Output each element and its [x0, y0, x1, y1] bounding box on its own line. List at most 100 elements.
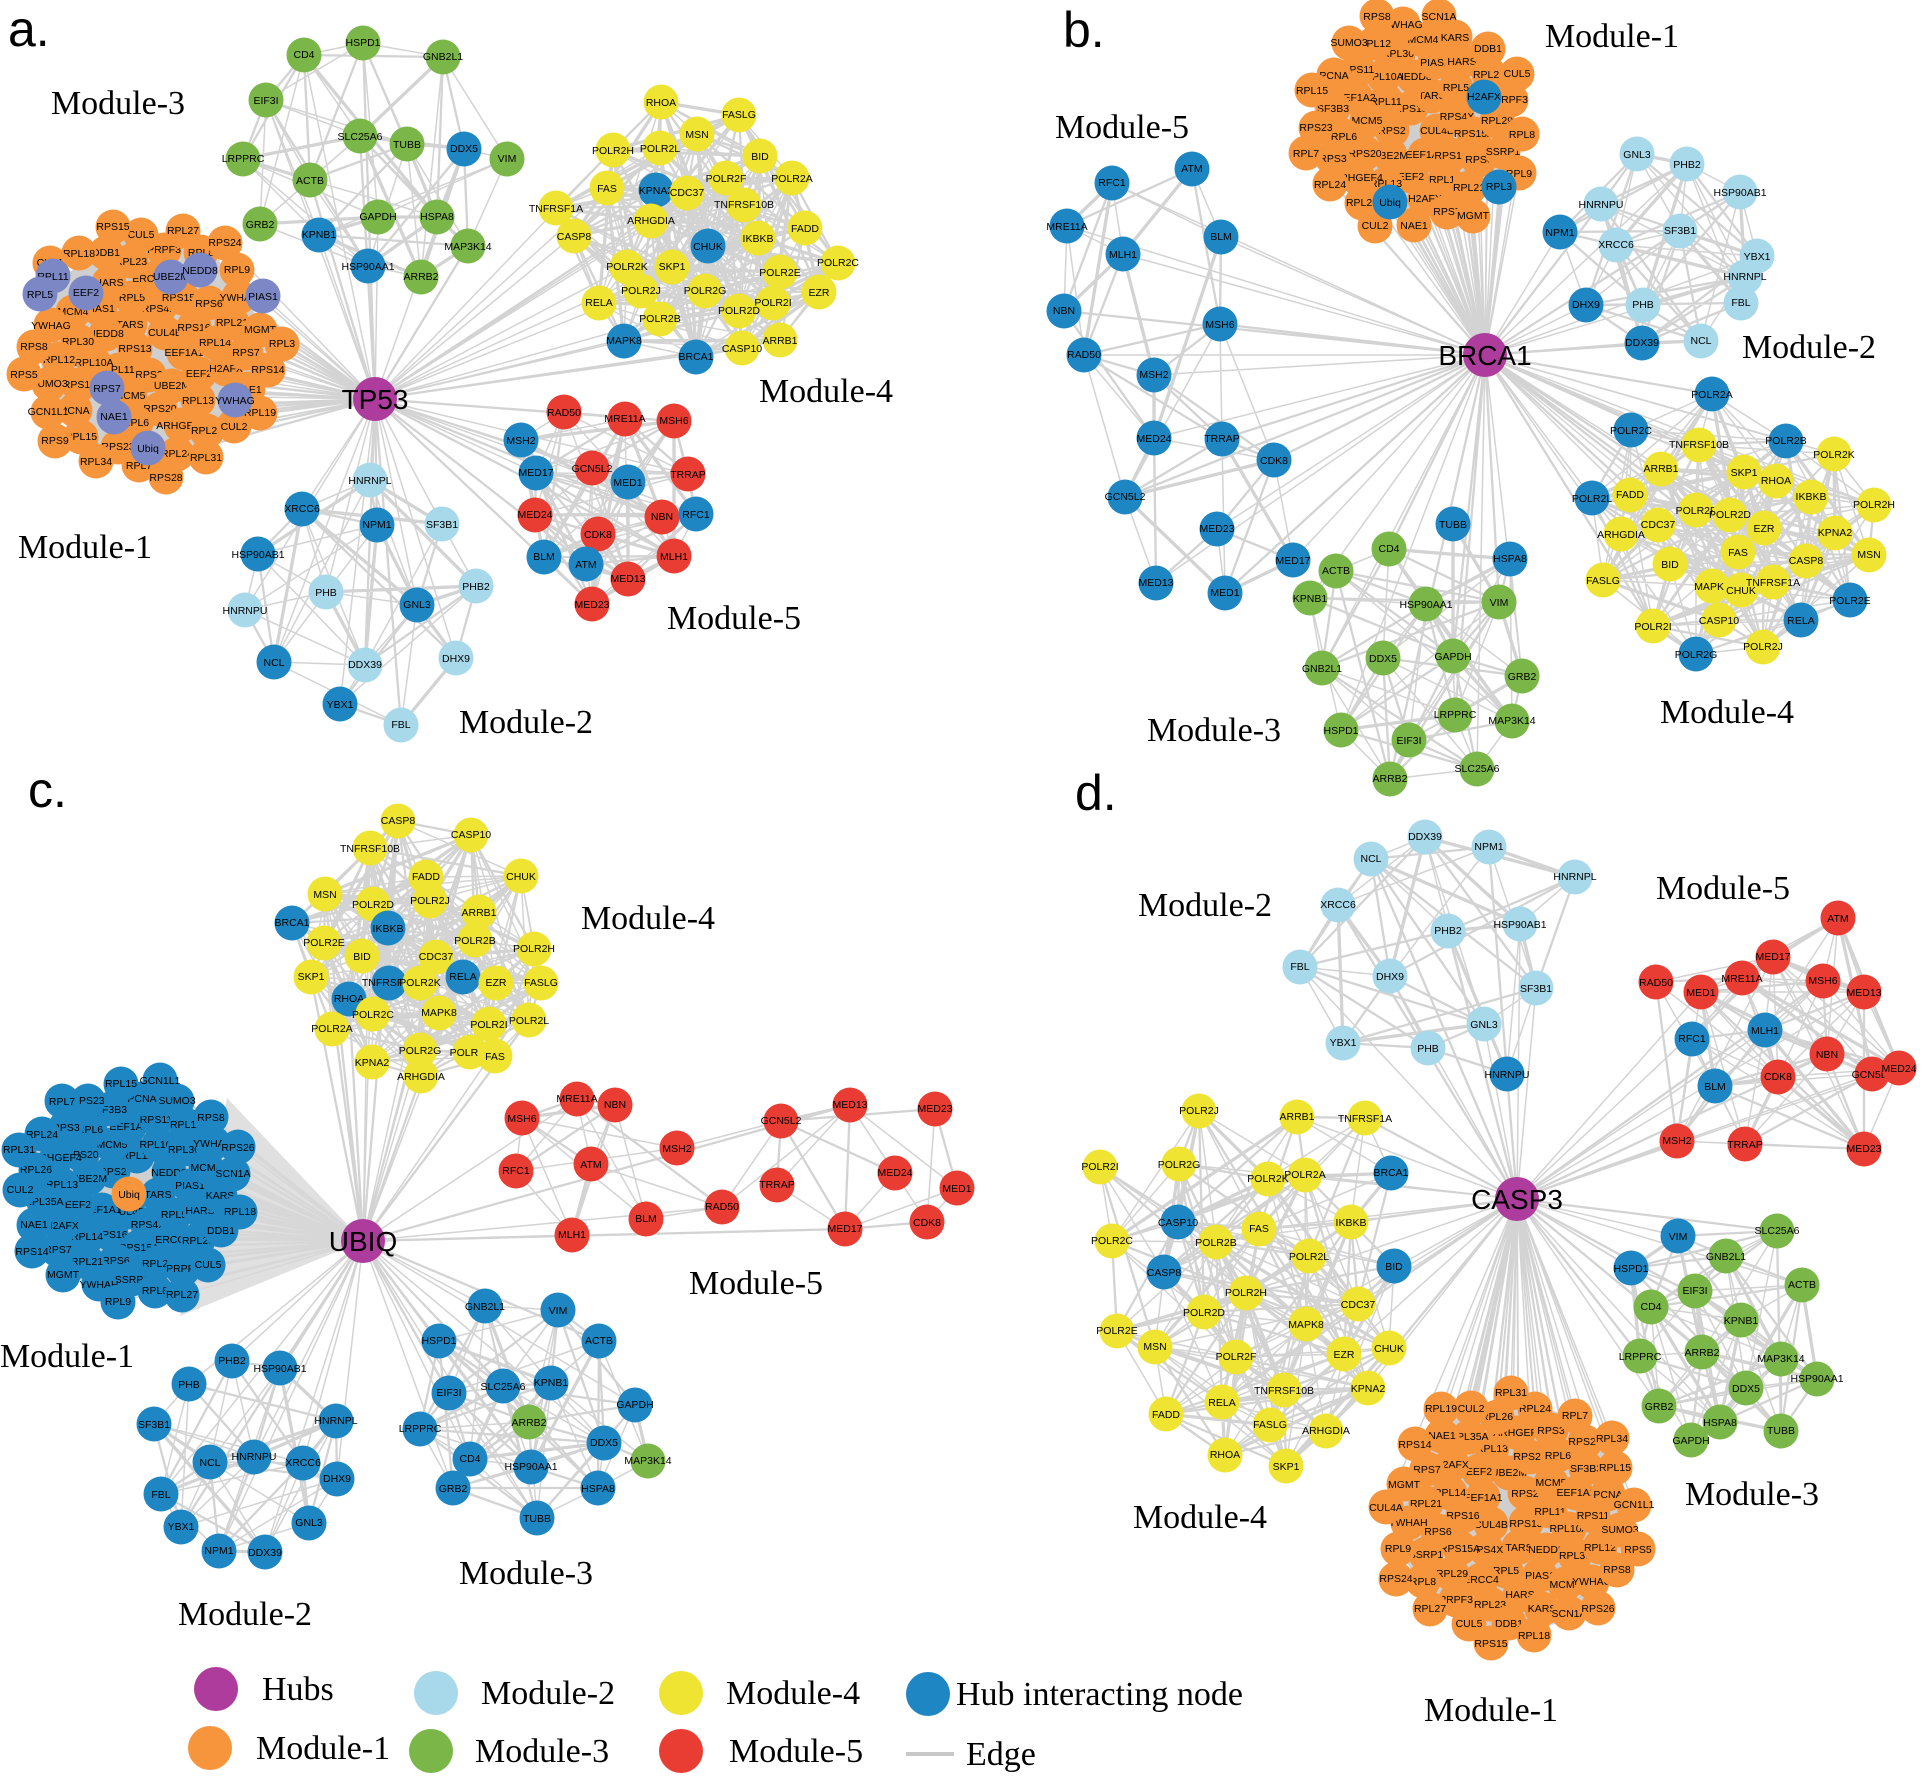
svg-text:MLH1: MLH1: [1109, 249, 1137, 261]
svg-text:NEDD8: NEDD8: [1528, 1544, 1564, 1556]
svg-text:NCL: NCL: [199, 1457, 220, 1469]
svg-text:MED1: MED1: [1210, 587, 1239, 599]
svg-text:RAD50: RAD50: [1067, 349, 1101, 361]
svg-text:DHX9: DHX9: [1572, 299, 1600, 311]
svg-text:RPS5: RPS5: [10, 369, 38, 381]
svg-text:RPL26: RPL26: [1346, 197, 1378, 209]
svg-text:SCN1A: SCN1A: [1421, 11, 1456, 23]
svg-text:RPS14: RPS14: [15, 1246, 48, 1258]
svg-text:ARRB1: ARRB1: [762, 335, 797, 347]
svg-text:CASP8: CASP8: [557, 231, 592, 243]
svg-text:CASP10: CASP10: [722, 343, 762, 355]
svg-text:c.: c.: [28, 762, 67, 818]
svg-text:CASP10: CASP10: [451, 829, 491, 841]
svg-text:CD4: CD4: [459, 1453, 480, 1465]
svg-text:RPL19: RPL19: [244, 407, 276, 419]
svg-text:MED23: MED23: [1846, 1143, 1881, 1155]
svg-text:ACTB: ACTB: [1322, 565, 1350, 577]
svg-text:H2AFX: H2AFX: [1467, 91, 1501, 103]
svg-text:TNFRSF1A: TNFRSF1A: [1746, 577, 1800, 589]
svg-text:Module-2: Module-2: [481, 1675, 615, 1712]
svg-text:RPL3: RPL3: [269, 338, 295, 350]
svg-text:MAP3K14: MAP3K14: [444, 241, 491, 253]
svg-text:RPL7: RPL7: [1562, 1410, 1588, 1422]
svg-text:MRE11A: MRE11A: [1721, 973, 1762, 985]
svg-text:GCN1L1: GCN1L1: [140, 1075, 181, 1087]
svg-text:POLR2G: POLR2G: [684, 285, 727, 297]
svg-text:GAPDH: GAPDH: [616, 1399, 653, 1411]
svg-text:RPS3: RPS3: [1537, 1425, 1565, 1437]
svg-text:SUMO3: SUMO3: [1330, 37, 1368, 49]
svg-text:MED1: MED1: [942, 1183, 971, 1195]
svg-text:RPL29: RPL29: [1481, 115, 1513, 127]
svg-text:RPS6: RPS6: [102, 1255, 130, 1267]
svg-text:GCN5L2: GCN5L2: [1105, 491, 1146, 503]
svg-text:RPL8: RPL8: [142, 1285, 168, 1297]
svg-text:RPL9: RPL9: [224, 264, 250, 276]
svg-text:UBIQ: UBIQ: [329, 1226, 397, 1257]
svg-text:PHB: PHB: [178, 1379, 200, 1391]
svg-text:RPL12: RPL12: [43, 354, 75, 366]
svg-text:FBL: FBL: [391, 719, 410, 731]
svg-text:RPL26: RPL26: [1481, 1411, 1513, 1423]
svg-text:NAE1: NAE1: [20, 1219, 48, 1231]
svg-text:HNRNPU: HNRNPU: [223, 605, 268, 617]
svg-text:POLR2E: POLR2E: [1829, 595, 1870, 607]
svg-text:EIF3I: EIF3I: [253, 95, 278, 107]
svg-text:UBE2M: UBE2M: [153, 271, 189, 283]
svg-text:POLR2A: POLR2A: [771, 173, 812, 185]
svg-text:POLR2B: POLR2B: [454, 935, 495, 947]
svg-text:POLR2F: POLR2F: [1676, 505, 1717, 517]
svg-text:FBL: FBL: [151, 1489, 170, 1501]
svg-text:TNFRSF10B: TNFRSF10B: [340, 843, 400, 855]
svg-text:BRCA1: BRCA1: [274, 917, 309, 929]
svg-text:PHB: PHB: [1632, 299, 1654, 311]
svg-text:POLR2D: POLR2D: [1183, 1307, 1225, 1319]
svg-text:RPL30: RPL30: [168, 1144, 200, 1156]
svg-text:MAP3K14: MAP3K14: [624, 1455, 671, 1467]
svg-text:RPS8: RPS8: [197, 1112, 225, 1124]
svg-text:HSPD1: HSPD1: [1613, 1263, 1648, 1275]
svg-text:MRE11A: MRE11A: [556, 1093, 597, 1105]
svg-text:HNRNPU: HNRNPU: [1579, 199, 1624, 211]
svg-text:GNL3: GNL3: [403, 599, 431, 611]
svg-text:ACTB: ACTB: [296, 175, 324, 187]
svg-text:RPL27: RPL27: [1414, 1603, 1446, 1615]
svg-text:KARS: KARS: [206, 1190, 235, 1202]
svg-text:RPS8: RPS8: [1603, 1564, 1631, 1576]
svg-text:MAPK8: MAPK8: [421, 1007, 457, 1019]
svg-text:TARS: TARS: [1418, 90, 1445, 102]
svg-text:RPS15: RPS15: [1474, 1638, 1507, 1650]
svg-text:MED23: MED23: [574, 599, 609, 611]
svg-text:POLR2B: POLR2B: [1765, 435, 1806, 447]
svg-text:NPM1: NPM1: [362, 519, 391, 531]
svg-text:KARS: KARS: [1441, 32, 1470, 44]
svg-text:RHOA: RHOA: [646, 97, 676, 109]
svg-text:RPL31: RPL31: [1495, 1387, 1527, 1399]
svg-text:NEDD8: NEDD8: [88, 328, 124, 340]
svg-text:NPM1: NPM1: [1545, 227, 1574, 239]
svg-text:PHB: PHB: [1417, 1043, 1439, 1055]
svg-text:PIAS1: PIAS1: [1525, 1570, 1555, 1582]
svg-text:NEDD8: NEDD8: [182, 265, 218, 277]
svg-text:MCM5: MCM5: [97, 1139, 128, 1151]
svg-text:CUL5: CUL5: [1456, 1618, 1483, 1630]
svg-text:MED17: MED17: [1755, 951, 1790, 963]
svg-text:SKP1: SKP1: [298, 971, 325, 983]
svg-text:Module-5: Module-5: [667, 600, 801, 637]
svg-text:PIAS1: PIAS1: [248, 291, 278, 303]
svg-text:UBE2M: UBE2M: [71, 1173, 107, 1185]
svg-text:d.: d.: [1075, 765, 1117, 821]
svg-text:RPL21: RPL21: [71, 1256, 103, 1268]
svg-text:TARS: TARS: [144, 1189, 171, 1201]
svg-text:MSN: MSN: [1857, 549, 1880, 561]
svg-text:MSH6: MSH6: [1205, 319, 1234, 331]
svg-text:MED24: MED24: [1881, 1063, 1916, 1075]
svg-text:TARS: TARS: [116, 319, 143, 331]
svg-text:Module-2: Module-2: [1742, 329, 1876, 366]
svg-text:SKP1: SKP1: [659, 261, 686, 273]
svg-text:RPS7: RPS7: [93, 383, 121, 395]
svg-text:SLC25A6: SLC25A6: [338, 131, 383, 143]
svg-text:POLR2H: POLR2H: [513, 943, 555, 955]
svg-text:HSP90AA1: HSP90AA1: [504, 1461, 557, 1473]
